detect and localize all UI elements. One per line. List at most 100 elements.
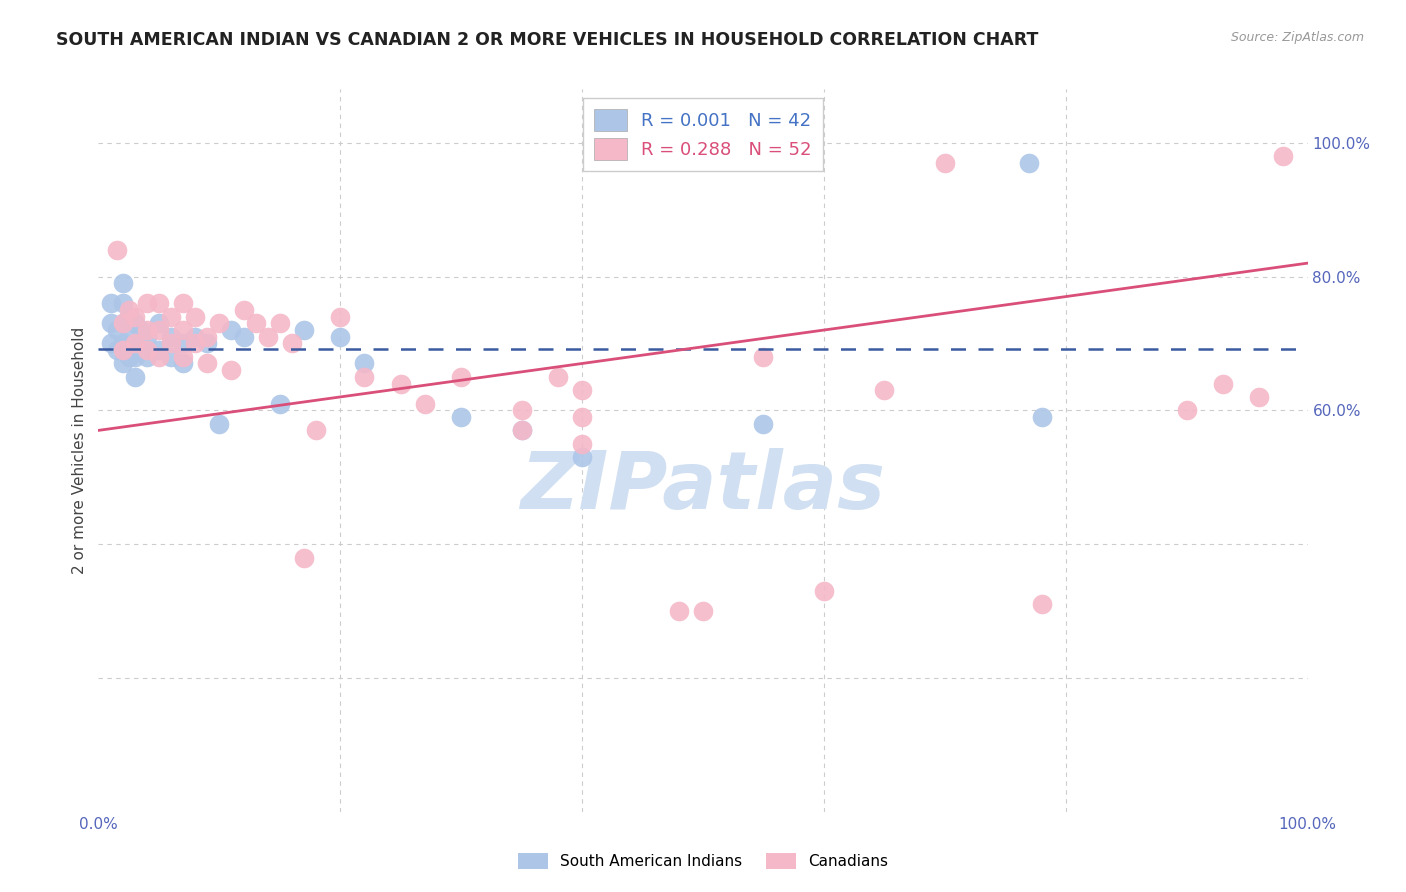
Point <box>111 336 134 351</box>
Point <box>129 323 152 337</box>
Point <box>160 350 183 364</box>
Point <box>1018 156 1040 170</box>
Point <box>232 303 254 318</box>
Point <box>160 336 183 351</box>
Point <box>1212 376 1234 391</box>
Point <box>413 396 436 410</box>
Point <box>184 310 207 324</box>
Point <box>934 156 956 170</box>
Point <box>692 604 714 618</box>
Point <box>124 369 146 384</box>
Point <box>668 604 690 618</box>
Point <box>1249 390 1271 404</box>
Point <box>450 369 472 384</box>
Point <box>172 296 194 310</box>
Point <box>1175 403 1198 417</box>
Point <box>269 396 291 410</box>
Point <box>1031 598 1053 612</box>
Point <box>129 343 152 358</box>
Point <box>450 410 472 425</box>
Point <box>547 369 569 384</box>
Point <box>813 584 835 599</box>
Point <box>148 350 170 364</box>
Point <box>172 350 194 364</box>
Point <box>184 336 207 351</box>
Point <box>124 350 146 364</box>
Point <box>148 317 170 331</box>
Point <box>571 450 593 465</box>
Legend: R = 0.001   N = 42, R = 0.288   N = 52: R = 0.001 N = 42, R = 0.288 N = 52 <box>583 98 823 171</box>
Point <box>118 330 141 344</box>
Point <box>195 336 218 351</box>
Point <box>292 323 315 337</box>
Point <box>281 336 304 351</box>
Point <box>353 369 375 384</box>
Point <box>245 317 267 331</box>
Point <box>389 376 412 391</box>
Point <box>148 343 170 358</box>
Point <box>148 296 170 310</box>
Point <box>195 330 218 344</box>
Point <box>195 356 218 371</box>
Point <box>208 417 231 431</box>
Point <box>111 317 134 331</box>
Point <box>118 303 141 318</box>
Point <box>105 343 128 358</box>
Point <box>111 277 134 291</box>
Point <box>111 317 134 331</box>
Point <box>1272 149 1295 163</box>
Point <box>111 356 134 371</box>
Point <box>269 317 291 331</box>
Point <box>752 417 775 431</box>
Point <box>329 310 352 324</box>
Point <box>510 403 533 417</box>
Point <box>571 410 593 425</box>
Point <box>1031 410 1053 425</box>
Text: ZIPatlas: ZIPatlas <box>520 448 886 525</box>
Point <box>510 424 533 438</box>
Text: Source: ZipAtlas.com: Source: ZipAtlas.com <box>1230 31 1364 45</box>
Point <box>111 296 134 310</box>
Point <box>208 317 231 331</box>
Point <box>135 330 157 344</box>
Point <box>111 343 134 358</box>
Point <box>160 330 183 344</box>
Point <box>172 336 194 351</box>
Point <box>100 317 122 331</box>
Point <box>221 363 243 377</box>
Point <box>148 323 170 337</box>
Point <box>172 356 194 371</box>
Text: SOUTH AMERICAN INDIAN VS CANADIAN 2 OR MORE VEHICLES IN HOUSEHOLD CORRELATION CH: SOUTH AMERICAN INDIAN VS CANADIAN 2 OR M… <box>56 31 1039 49</box>
Point <box>752 350 775 364</box>
Point <box>124 336 146 351</box>
Point <box>135 343 157 358</box>
Point <box>135 323 157 337</box>
Point <box>256 330 278 344</box>
Point <box>184 330 207 344</box>
Point <box>124 317 146 331</box>
Point <box>124 336 146 351</box>
Point <box>232 330 254 344</box>
Point <box>124 310 146 324</box>
Point <box>105 243 128 257</box>
Point <box>100 296 122 310</box>
Point <box>105 323 128 337</box>
Point <box>329 330 352 344</box>
Y-axis label: 2 or more Vehicles in Household: 2 or more Vehicles in Household <box>72 326 87 574</box>
Point <box>100 336 122 351</box>
Point <box>571 436 593 450</box>
Point <box>135 350 157 364</box>
Point <box>118 350 141 364</box>
Point <box>292 550 315 565</box>
Point <box>118 310 141 324</box>
Point <box>172 323 194 337</box>
Point <box>160 310 183 324</box>
Point <box>135 296 157 310</box>
Legend: South American Indians, Canadians: South American Indians, Canadians <box>512 847 894 875</box>
Point <box>510 424 533 438</box>
Point <box>305 424 328 438</box>
Point <box>353 356 375 371</box>
Point <box>873 384 896 398</box>
Point <box>221 323 243 337</box>
Point <box>571 384 593 398</box>
